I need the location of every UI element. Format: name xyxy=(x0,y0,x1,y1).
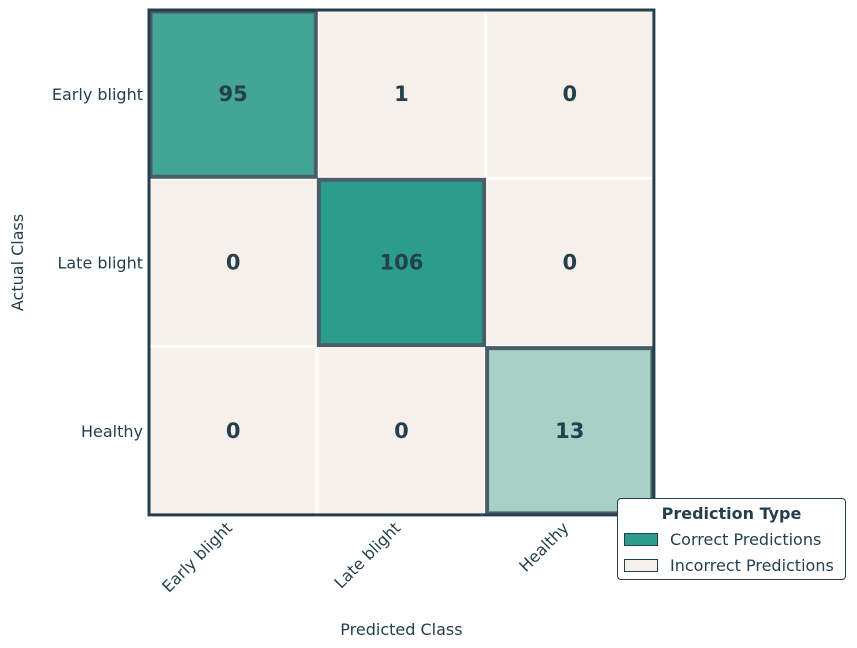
legend-swatch-correct xyxy=(624,533,658,546)
legend-item-incorrect: Incorrect Predictions xyxy=(624,556,834,575)
x-axis-label: Predicted Class xyxy=(340,620,462,639)
legend-label-incorrect: Incorrect Predictions xyxy=(670,556,834,575)
y-axis-label: Actual Class xyxy=(8,214,27,311)
x-tick-label-0: Early blight xyxy=(158,518,236,596)
legend-label-correct: Correct Predictions xyxy=(670,530,822,549)
cell-value-r0-c0: 95 xyxy=(219,82,248,106)
diagonal-highlight-1 xyxy=(316,177,487,348)
legend-item-correct: Correct Predictions xyxy=(624,530,821,549)
cell-value-r2-c0: 0 xyxy=(226,419,241,443)
cell-value-r0-c2: 0 xyxy=(562,82,577,106)
cell-value-r2-c2: 13 xyxy=(555,419,584,443)
cell-value-r1-c1: 106 xyxy=(380,250,424,274)
legend-title: Prediction Type xyxy=(661,504,802,523)
cell-value-r1-c2: 0 xyxy=(562,250,577,274)
y-tick-label-2: Healthy xyxy=(81,422,143,441)
cell-value-r2-c1: 0 xyxy=(394,419,409,443)
cell-r2-c1 xyxy=(315,345,488,517)
cell-value-r1-c0: 0 xyxy=(226,250,241,274)
cell-r0-c1 xyxy=(315,8,488,180)
matrix-frame xyxy=(147,8,656,517)
x-tick-label-1: Late blight xyxy=(330,518,404,592)
y-tick-label-1: Late blight xyxy=(57,253,143,272)
x-tick-label-2: Healthy xyxy=(515,518,572,575)
legend-swatch-incorrect xyxy=(624,559,658,572)
legend: Prediction Type Correct Predictions Inco… xyxy=(617,498,846,580)
cell-r0-c0 xyxy=(147,8,319,180)
cell-value-r0-c1: 1 xyxy=(394,82,409,106)
y-tick-label-0: Early blight xyxy=(52,85,143,104)
